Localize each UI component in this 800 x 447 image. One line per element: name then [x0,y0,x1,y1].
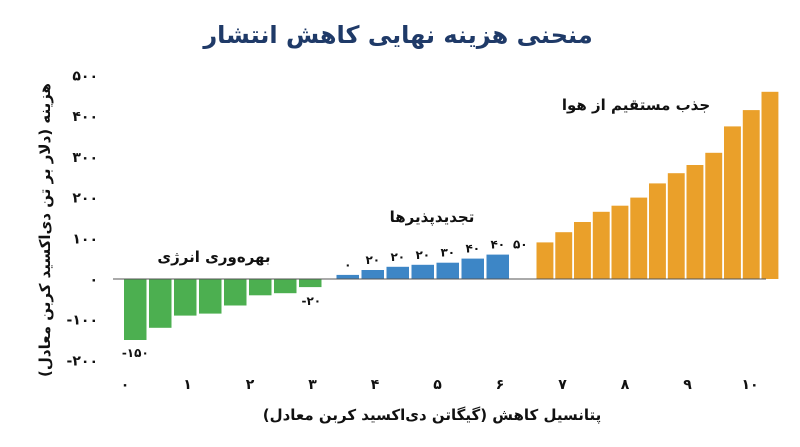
bar [486,254,509,279]
y-tick-label: ۱۰۰ [72,231,98,247]
y-tick-label: ۳۰۰ [72,150,98,166]
bar [436,262,459,279]
bar [224,279,247,306]
x-tick-label: ۱ [183,377,192,393]
data-label: ۴۰ [465,242,480,256]
x-axis-ticks: ۰ ۱ ۲ ۳ ۴ ۵ ۶ ۷ ۸ ۹ ۱۰ [121,377,759,393]
bar [149,279,172,328]
bar [667,173,685,279]
group-label: بهره‌وری انرژی [157,248,270,266]
bar [124,279,147,340]
bar [630,197,648,279]
bar [761,91,779,279]
bar [299,279,322,288]
x-tick-label: ۹ [683,377,692,393]
bar [686,165,704,279]
y-axis-label: هزینه (دلار بر تن دی‌اکسید کربن معادل) [36,83,54,377]
y-tick-label: -۲۰۰ [67,353,98,369]
bar [724,126,741,280]
x-tick-label: ۲ [246,377,255,393]
bar [361,270,384,279]
bar [336,274,359,279]
bar [555,232,573,279]
bar [461,258,484,279]
y-tick-label: ۵۰۰ [72,69,98,85]
bar [274,279,297,294]
data-labels: -۱۵۰ -۲۰ ۰ ۲۰ ۲۰ ۲۰ ۳۰ ۴۰ ۴۰ ۵۰ [122,238,528,361]
data-label: ۲۰ [390,250,405,264]
x-tick-label: ۱۰ [741,377,758,393]
bar [592,211,610,279]
group-label: تجدیدپذیرها [390,208,475,227]
group-labels: بهره‌وری انرژی تجدیدپذیرها جذب مستقیم از ه… [157,96,710,266]
x-tick-label: ۵ [433,377,442,393]
data-label: ۵۰ [513,238,528,252]
y-tick-label: ۴۰۰ [72,109,98,125]
bar [199,279,222,314]
x-tick-label: ۶ [496,377,505,393]
data-label: ۳۰ [440,246,455,260]
bar [649,183,666,279]
bar [611,205,629,279]
data-label: ۴۰ [490,238,505,252]
y-axis-ticks: -۲۰۰ -۱۰۰ ۰ ۱۰۰ ۲۰۰ ۳۰۰ ۴۰۰ ۵۰۰ [67,69,98,370]
bar [249,279,272,296]
x-tick-label: ۴ [371,377,380,393]
group-label: جذب مستقیم از هوا [562,96,710,114]
bar [574,222,591,279]
bar [536,242,554,279]
y-tick-label: ۲۰۰ [72,191,98,207]
bar [386,266,409,279]
bars [124,91,779,340]
data-label: ۰ [344,258,351,272]
bar [705,152,723,279]
x-tick-label: ۳ [308,377,317,393]
data-label: ۲۰ [365,253,380,267]
x-axis-label: پتانسیل کاهش (گیگاتن دی‌اکسید کربن معادل… [263,406,602,425]
bar [174,279,197,316]
y-tick-label: -۱۰۰ [67,313,98,329]
x-tick-label: ۸ [621,377,630,393]
data-label: -۱۵۰ [122,346,149,360]
x-tick-label: ۰ [121,377,130,393]
data-label: -۲۰ [301,294,321,308]
x-tick-label: ۷ [558,377,567,393]
bar [742,110,760,279]
bar [411,264,434,279]
chart-title: منحنی هزینه نهایی کاهش انتشار [202,21,592,49]
data-label: ۲۰ [415,248,430,262]
y-tick-label: ۰ [89,272,98,288]
